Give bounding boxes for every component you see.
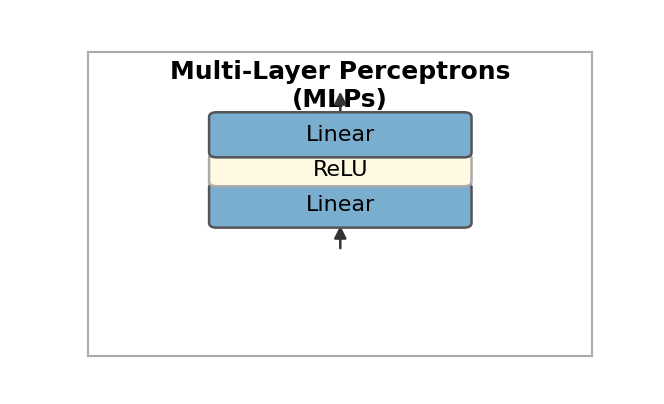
Text: Linear: Linear <box>305 125 375 145</box>
Text: Multi-Layer Perceptrons
(MLPs): Multi-Layer Perceptrons (MLPs) <box>170 60 511 112</box>
Text: ReLU: ReLU <box>313 160 368 180</box>
Text: Linear: Linear <box>305 195 375 215</box>
FancyBboxPatch shape <box>209 183 471 228</box>
FancyBboxPatch shape <box>209 112 471 157</box>
FancyBboxPatch shape <box>209 154 471 186</box>
